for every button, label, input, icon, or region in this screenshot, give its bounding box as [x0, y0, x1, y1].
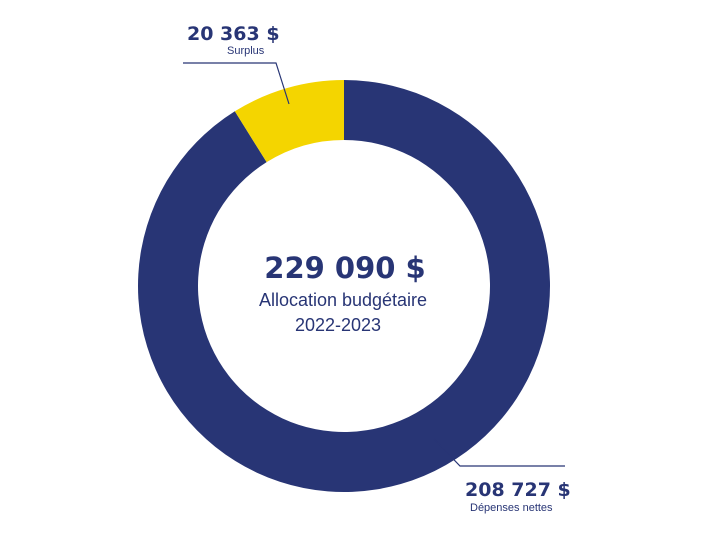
center-label-title: Allocation budgétaire: [259, 290, 427, 310]
center-label-period: 2022-2023: [295, 315, 381, 335]
donut-slice-surplus: [234, 80, 344, 163]
center-total: 229 090 $: [264, 251, 425, 285]
donut-slice-depenses-nettes: [137, 80, 550, 493]
surplus-callout: 20 363 $ Surplus: [183, 23, 290, 105]
depenses-name-label: Dépenses nettes: [470, 502, 553, 514]
center-text: 229 090 $ Allocation budgétaire 2022-202…: [259, 251, 427, 335]
surplus-value-label: 20 363 $: [187, 23, 280, 45]
depenses-leader-line: [433, 438, 565, 467]
depenses-value-label: 208 727 $: [465, 479, 571, 501]
surplus-name-label: Surplus: [227, 45, 265, 57]
donut-slices: [137, 80, 550, 493]
surplus-leader-line: [183, 62, 290, 105]
depenses-callout: 208 727 $ Dépenses nettes: [433, 438, 571, 514]
